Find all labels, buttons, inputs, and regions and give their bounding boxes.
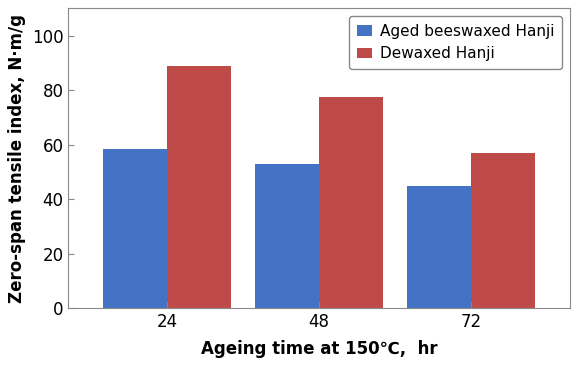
- Bar: [319, 97, 383, 309]
- Bar: [471, 153, 535, 309]
- Y-axis label: Zero-span tensile index, N·m/g: Zero-span tensile index, N·m/g: [8, 14, 27, 303]
- Bar: [407, 186, 471, 309]
- Legend: Aged beeswaxed Hanji, Dewaxed Hanji: Aged beeswaxed Hanji, Dewaxed Hanji: [349, 16, 562, 69]
- Bar: [167, 66, 231, 309]
- Bar: [103, 149, 167, 309]
- X-axis label: Ageing time at 150℃,  hr: Ageing time at 150℃, hr: [201, 340, 438, 358]
- Bar: [255, 164, 319, 309]
